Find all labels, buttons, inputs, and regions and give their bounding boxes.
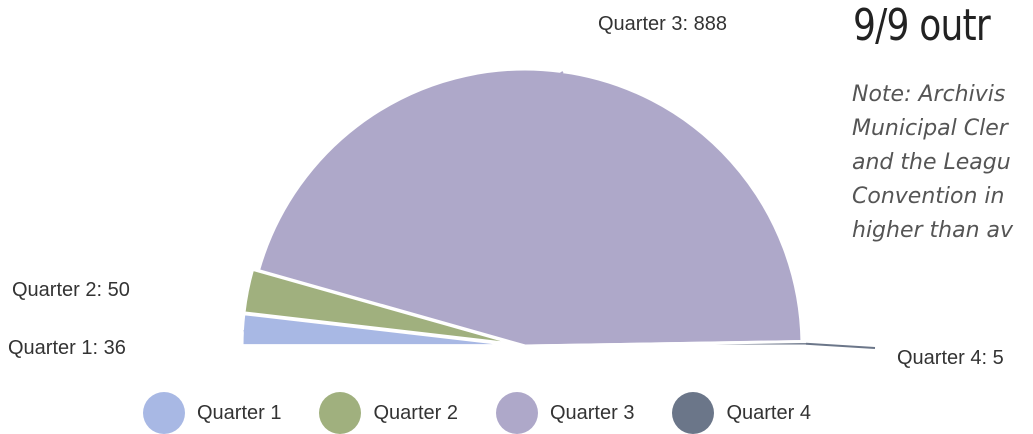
legend-swatch-quarter-2 xyxy=(319,392,362,434)
pie-slice-quarter-3[interactable] xyxy=(256,67,804,348)
legend-item-quarter-2[interactable]: Quarter 2 xyxy=(319,392,458,434)
legend-label: Quarter 4 xyxy=(726,401,811,424)
legend-label: Quarter 2 xyxy=(373,401,458,424)
slice-label-quarter-3: Quarter 3: 888 xyxy=(598,13,727,35)
legend-label: Quarter 1 xyxy=(197,401,282,424)
slice-label-quarter-1: Quarter 1: 36 xyxy=(8,337,126,359)
chart-note: Note: Archivis Municipal Cler and the Le… xyxy=(852,82,1014,243)
legend-item-quarter-4[interactable]: Quarter 4 xyxy=(672,392,811,434)
leader-line-quarter-3 xyxy=(560,71,564,75)
legend-item-quarter-3[interactable]: Quarter 3 xyxy=(495,392,635,434)
legend-swatch-quarter-1 xyxy=(143,392,185,434)
legend: Quarter 1 Quarter 2 Quarter 3 Quarter 4 xyxy=(143,392,849,434)
leader-line-quarter-4 xyxy=(805,342,876,349)
legend-swatch-quarter-4 xyxy=(672,392,715,434)
leader-line-quarter-2 xyxy=(248,290,253,295)
legend-item-quarter-1[interactable]: Quarter 1 xyxy=(143,392,281,434)
slice-label-quarter-4: Quarter 4: 5 xyxy=(897,347,1004,369)
chart-title: 9/9 outr xyxy=(853,0,991,51)
leader-line-quarter-1 xyxy=(243,329,247,340)
legend-swatch-quarter-3 xyxy=(495,392,538,434)
slice-label-quarter-2: Quarter 2: 50 xyxy=(12,279,130,301)
legend-label: Quarter 3 xyxy=(549,401,635,424)
